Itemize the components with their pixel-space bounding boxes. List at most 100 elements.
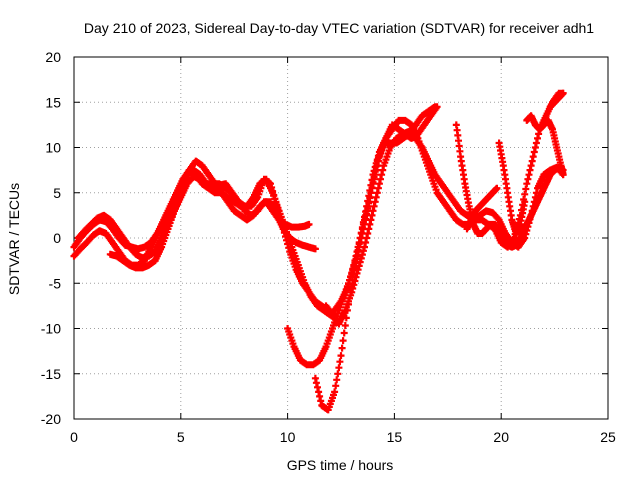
point-0-26 — [239, 213, 243, 217]
point-3-27 — [281, 227, 285, 231]
point-2-9 — [134, 252, 138, 256]
point-7-2 — [345, 286, 350, 290]
point-3-15 — [204, 182, 209, 186]
point-7-3 — [352, 263, 356, 267]
point-11-2 — [533, 123, 537, 127]
point-8-8 — [488, 222, 493, 227]
point-1-22 — [213, 191, 217, 195]
point-1-0 — [72, 245, 76, 249]
point-8-22 — [548, 173, 552, 177]
point-8-20 — [540, 191, 544, 195]
point-5-4 — [339, 354, 343, 358]
point-11-3 — [538, 127, 542, 131]
point-5-33 — [525, 182, 529, 186]
point-5-22 — [454, 218, 458, 222]
point-6-15 — [420, 145, 424, 150]
series-8 — [452, 121, 567, 251]
point-10-2 — [506, 191, 510, 195]
point-7-14 — [422, 123, 426, 127]
point-8-6 — [480, 231, 484, 236]
point-10-6 — [523, 200, 527, 204]
point-3-28 — [288, 249, 292, 254]
point-6-9 — [382, 164, 386, 168]
point-10-1 — [501, 164, 505, 168]
point-5-1 — [320, 403, 324, 408]
point-6-16 — [426, 159, 431, 163]
point-9-3 — [478, 204, 482, 208]
point-0-21 — [206, 173, 211, 177]
point-3-31 — [307, 290, 311, 294]
point-1-15 — [168, 204, 172, 208]
point-3-32 — [313, 299, 317, 303]
point-1-10 — [136, 247, 140, 251]
point-8-1 — [459, 154, 463, 159]
point-0-2 — [85, 240, 89, 245]
point-2-0 — [76, 236, 80, 240]
point-8-3 — [467, 204, 471, 208]
point-4-2 — [298, 358, 303, 362]
point-7-16 — [435, 105, 439, 109]
point-7-1 — [339, 299, 343, 303]
x-tick-label-2: 10 — [280, 429, 296, 445]
point-3-13 — [192, 168, 196, 172]
y-tick-label-2: -10 — [41, 321, 61, 337]
point-7-0 — [332, 308, 337, 312]
point-3-14 — [198, 173, 202, 177]
point-1-23 — [219, 191, 223, 195]
point-0-4 — [98, 229, 102, 233]
point-1-13 — [155, 231, 159, 236]
point-5-23 — [461, 222, 465, 227]
point-11-1 — [529, 114, 533, 118]
point-1-24 — [226, 195, 230, 199]
point-8-18 — [531, 209, 535, 213]
point-9-2 — [473, 209, 478, 213]
point-3-16 — [211, 186, 215, 190]
point-11-0 — [525, 118, 529, 122]
point-4-3 — [305, 363, 309, 367]
point-8-10 — [497, 227, 501, 231]
point-11-5 — [546, 118, 550, 122]
y-tick-label-6: 10 — [45, 140, 61, 156]
y-tick-label-5: 5 — [53, 185, 61, 201]
point-5-2 — [326, 408, 330, 412]
point-8-13 — [510, 245, 514, 249]
point-4-0 — [286, 326, 290, 331]
point-0-19 — [194, 159, 198, 163]
point-3-25 — [268, 182, 273, 186]
point-3-19 — [230, 191, 234, 195]
point-2-5 — [108, 218, 112, 222]
point-3-10 — [172, 209, 176, 213]
point-9-1 — [469, 218, 473, 222]
point-7-6 — [371, 182, 375, 186]
point-2-37 — [313, 247, 317, 251]
point-3-9 — [166, 227, 170, 231]
point-2-36 — [307, 245, 311, 249]
point-8-2 — [463, 182, 467, 186]
y-tick-label-7: 15 — [45, 94, 61, 110]
point-5-26 — [480, 218, 484, 222]
point-4-7 — [330, 326, 335, 331]
point-5-14 — [403, 118, 407, 122]
point-2-10 — [140, 256, 144, 260]
point-8-5 — [476, 231, 480, 236]
point-12-0 — [548, 105, 552, 109]
series-12 — [546, 89, 567, 111]
point-3-20 — [236, 200, 241, 204]
point-2-18 — [192, 174, 196, 179]
point-5-20 — [441, 200, 446, 204]
point-5-3 — [332, 390, 337, 394]
point-7-5 — [365, 209, 369, 213]
point-3-12 — [185, 173, 189, 177]
point-3-23 — [256, 195, 260, 199]
point-8-12 — [506, 243, 510, 247]
point-6-8 — [375, 191, 379, 195]
point-2-30 — [268, 200, 273, 204]
point-0-27 — [245, 218, 249, 222]
point-3-22 — [249, 204, 253, 208]
y-axis-title: SDTVAR / TECUs — [6, 183, 22, 295]
point-11-8 — [559, 164, 563, 168]
axis-ticks: 0 5 10 15 20 25 -20 -15 -10 -5 0 5 10 15 20 — [41, 49, 616, 445]
point-3-5 — [140, 266, 144, 270]
point-5-34 — [531, 154, 535, 159]
